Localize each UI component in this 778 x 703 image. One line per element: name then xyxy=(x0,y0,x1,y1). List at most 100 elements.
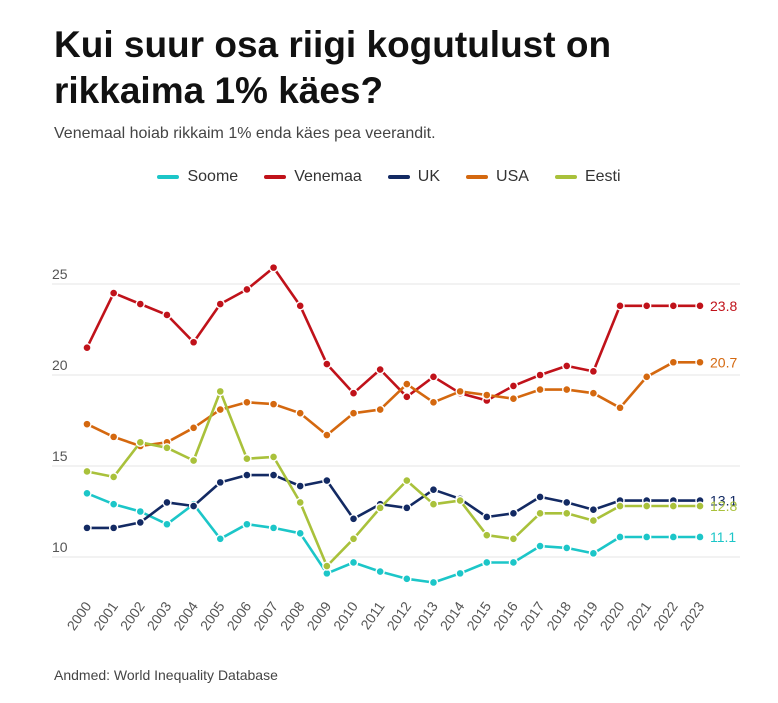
point-eesti-2014 xyxy=(455,495,465,506)
point-venemaa-2001 xyxy=(108,288,119,298)
point-venemaa-2018 xyxy=(562,361,572,371)
point-soome-2023 xyxy=(695,532,705,542)
point-uk-2019 xyxy=(588,504,599,515)
legend-item-soome: Soome xyxy=(157,168,238,186)
end-label-soome: 11.1 xyxy=(710,529,736,545)
x-tick-label-2016: 2016 xyxy=(490,598,521,633)
chart-title: Kui suur osa riigi kogutulust on rikkaim… xyxy=(54,24,612,111)
point-eesti-2001 xyxy=(108,472,119,482)
point-uk-2017 xyxy=(535,492,545,502)
y-tick-label-10: 10 xyxy=(52,539,68,555)
point-eesti-2022 xyxy=(668,501,679,511)
end-label-uk: 13.1 xyxy=(710,493,737,509)
point-eesti-2004 xyxy=(188,455,199,466)
point-soome-2012 xyxy=(402,574,412,584)
point-eesti-2005 xyxy=(215,386,225,397)
x-tick-label-2022: 2022 xyxy=(650,598,681,633)
x-tick-label-2008: 2008 xyxy=(277,598,308,633)
point-venemaa-2008 xyxy=(295,301,305,311)
end-label-eesti: 12.8 xyxy=(710,498,737,514)
x-tick-label-2019: 2019 xyxy=(570,598,601,633)
x-tick-label-2002: 2002 xyxy=(117,598,148,633)
point-uk-2015 xyxy=(482,512,492,522)
point-usa-2001 xyxy=(108,432,119,442)
point-eesti-2021 xyxy=(641,501,652,511)
legend-item-eesti: Eesti xyxy=(554,168,621,186)
point-soome-2008 xyxy=(295,528,305,539)
legend-swatch-uk xyxy=(387,175,410,179)
point-venemaa-2003 xyxy=(162,310,172,320)
point-venemaa-2019 xyxy=(588,366,599,377)
point-soome-2020 xyxy=(615,532,625,542)
point-soome-2001 xyxy=(108,499,119,509)
legend-item-usa: USA xyxy=(466,168,529,186)
point-eesti-2003 xyxy=(162,443,172,453)
point-eesti-2006 xyxy=(242,454,252,464)
y-tick-label-25: 25 xyxy=(52,266,68,282)
series-line-usa xyxy=(86,360,700,448)
point-venemaa-2007 xyxy=(268,262,279,273)
point-soome-2016 xyxy=(508,557,519,568)
point-venemaa-2023 xyxy=(695,301,705,311)
x-tick-label-2018: 2018 xyxy=(543,598,574,633)
point-venemaa-2013 xyxy=(428,372,439,382)
point-usa-2011 xyxy=(375,404,385,415)
x-tick-label-2007: 2007 xyxy=(250,598,281,633)
point-uk-2005 xyxy=(215,477,225,488)
point-uk-2016 xyxy=(508,508,519,519)
legend-item-venemaa: Venemaa xyxy=(264,168,362,186)
legend-label-venemaa: Venemaa xyxy=(294,168,362,185)
x-tick-label-2021: 2021 xyxy=(623,598,654,633)
y-tick-label-15: 15 xyxy=(52,448,68,464)
point-eesti-2013 xyxy=(428,499,439,509)
point-eesti-2011 xyxy=(375,503,385,513)
point-venemaa-2005 xyxy=(215,299,225,309)
point-usa-2016 xyxy=(508,393,519,404)
point-eesti-2012 xyxy=(402,475,412,486)
point-venemaa-2022 xyxy=(668,301,679,311)
x-tick-label-2015: 2015 xyxy=(463,598,494,633)
point-eesti-2018 xyxy=(562,508,572,519)
point-soome-2013 xyxy=(428,577,439,588)
point-uk-2018 xyxy=(562,497,572,508)
source-note: Andmed: World Inequality Database xyxy=(54,667,278,683)
point-eesti-2010 xyxy=(348,534,359,544)
x-tick-label-2009: 2009 xyxy=(303,598,334,633)
point-soome-2007 xyxy=(268,523,279,533)
point-uk-2006 xyxy=(242,470,252,480)
x-tick-label-2006: 2006 xyxy=(223,598,254,633)
point-soome-2006 xyxy=(242,519,252,529)
x-tick-label-2003: 2003 xyxy=(143,598,174,633)
x-tick-label-2011: 2011 xyxy=(357,598,387,632)
legend-swatch-eesti xyxy=(554,175,577,179)
point-eesti-2019 xyxy=(588,515,599,526)
point-soome-2010 xyxy=(348,557,359,568)
legend: Soome Venemaa UK USA Eesti xyxy=(0,168,778,186)
point-soome-2002 xyxy=(135,506,146,517)
point-soome-2003 xyxy=(162,519,172,529)
point-soome-2005 xyxy=(215,534,225,544)
point-venemaa-2010 xyxy=(348,388,359,398)
point-venemaa-2006 xyxy=(242,284,252,295)
point-usa-2000 xyxy=(82,419,92,429)
point-venemaa-2017 xyxy=(535,370,545,380)
legend-label-usa: USA xyxy=(496,168,529,185)
point-eesti-2002 xyxy=(135,437,146,448)
point-usa-2014 xyxy=(455,386,465,397)
point-uk-2010 xyxy=(348,514,359,524)
series-line-uk xyxy=(87,473,700,530)
x-tick-label-2014: 2014 xyxy=(437,598,468,633)
point-usa-2009 xyxy=(322,430,332,440)
point-venemaa-2016 xyxy=(508,381,519,391)
point-venemaa-2004 xyxy=(188,337,199,347)
point-usa-2020 xyxy=(615,403,625,413)
legend-item-uk: UK xyxy=(387,168,440,186)
x-tick-label-2010: 2010 xyxy=(330,598,361,633)
x-tick-label-2012: 2012 xyxy=(383,598,414,633)
point-usa-2006 xyxy=(242,397,252,407)
point-usa-2015 xyxy=(482,390,492,400)
point-usa-2008 xyxy=(295,408,305,418)
point-eesti-2000 xyxy=(82,466,92,477)
legend-swatch-soome xyxy=(157,175,180,179)
legend-swatch-usa xyxy=(466,175,489,179)
